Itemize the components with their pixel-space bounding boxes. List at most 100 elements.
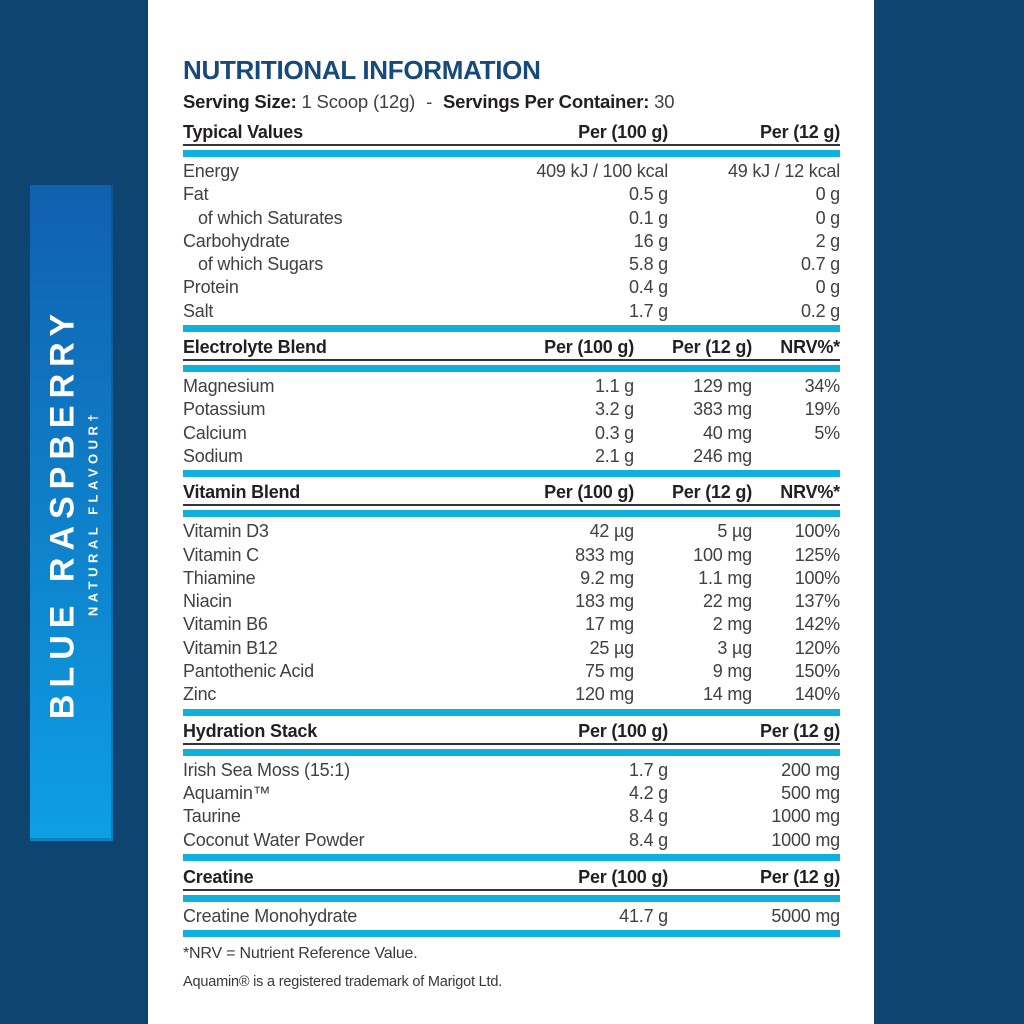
- row-value-2: 1000 mg: [771, 829, 840, 850]
- row-value-1: 0.4 g: [628, 277, 668, 298]
- row-value-3: 137%: [794, 591, 840, 612]
- row-value-3: 100%: [794, 521, 840, 542]
- section-rows: Magnesium 1.1 g 129 mg 34% Potassium 3.2 g 383…: [183, 375, 840, 468]
- nrv-footnote: *NRV = Nutrient Reference Value.: [183, 945, 418, 963]
- row-value-3: 19%: [804, 399, 841, 420]
- row-value-1: 17 mg: [584, 614, 634, 635]
- row-value-1: 120 mg: [575, 684, 634, 705]
- row-value-2: 3 µg: [717, 637, 752, 658]
- header-cyan-rule: [183, 510, 840, 518]
- row-label: Taurine: [183, 806, 241, 827]
- row-label: Vitamin D3: [183, 521, 269, 542]
- row-value-1: 3.2 g: [594, 399, 634, 420]
- serving-size-label: Serving Size:: [183, 91, 297, 112]
- section-header-row: Typical Values Per (100 g) Per (12 g): [183, 122, 840, 142]
- section-header-row: Vitamin Blend Per (100 g) Per (12 g) NRV%*: [183, 482, 840, 502]
- table-row: Irish Sea Moss (15:1) 1.7 g 200 mg: [183, 759, 840, 782]
- row-label: Protein: [183, 277, 239, 298]
- row-value-2: 200 mg: [781, 759, 840, 780]
- section-header-row: Creatine Per (100 g) Per (12 g): [183, 867, 840, 887]
- table-row: Protein 0.4 g 0 g: [183, 276, 840, 299]
- row-label: Vitamin B6: [183, 614, 268, 635]
- row-value-1: 4.2 g: [628, 782, 668, 803]
- column-header-2: Per (12 g): [759, 122, 840, 142]
- header-dark-rule: [183, 504, 840, 507]
- row-label: Vitamin C: [183, 544, 259, 565]
- row-value-2: 2 g: [815, 230, 841, 251]
- row-label: Fat: [183, 184, 209, 205]
- flavour-banner-rotated-text: BLUE RASPBERRY NATURAL FLAVOUR†: [30, 185, 113, 841]
- row-value-1: 1.7 g: [628, 300, 668, 321]
- row-value-2: 246 mg: [693, 445, 752, 466]
- page-title: NUTRITIONAL INFORMATION: [183, 55, 541, 85]
- row-value-2: 40 mg: [702, 422, 752, 443]
- section-closing-rule: [183, 853, 840, 861]
- table-row: Vitamin D3 42 µg 5 µg 100%: [183, 520, 840, 543]
- row-value-2: 0 g: [815, 184, 841, 205]
- flavour-name: BLUE RASPBERRY: [42, 306, 81, 720]
- row-value-1: 42 µg: [589, 521, 635, 542]
- row-value-2: 0 g: [815, 207, 841, 228]
- row-value-2: 5000 mg: [771, 905, 840, 926]
- table-row: Calcium 0.3 g 40 mg 5%: [183, 422, 840, 445]
- table-row: Fat 0.5 g 0 g: [183, 183, 840, 206]
- servings-per-container-label: Servings Per Container:: [443, 91, 650, 112]
- header-dark-rule: [183, 742, 840, 745]
- column-header-3: NRV%*: [780, 482, 840, 503]
- header-dark-rule: [183, 888, 840, 891]
- table-row: Niacin 183 mg 22 mg 137%: [183, 590, 840, 613]
- column-header-3: NRV%*: [780, 337, 840, 358]
- header-cyan-rule: [183, 894, 840, 902]
- row-value-2: 100 mg: [693, 544, 752, 565]
- row-value-1: 41.7 g: [619, 905, 668, 926]
- section-header-label: Typical Values: [183, 122, 303, 142]
- row-value-1: 16 g: [633, 230, 668, 251]
- column-header-2: Per (12 g): [671, 482, 752, 503]
- nutrition-sections: Typical Values Per (100 g) Per (12 g) Energ…: [183, 122, 841, 938]
- row-value-2: 14 mg: [702, 684, 752, 705]
- servings-per-container-value: 30: [654, 91, 675, 112]
- row-value-1: 9.2 mg: [580, 567, 634, 588]
- row-value-2: 22 mg: [702, 591, 752, 612]
- table-row: of which Sugars 5.8 g 0.7 g: [183, 253, 840, 276]
- row-label: Calcium: [183, 422, 247, 443]
- header-dark-rule: [183, 359, 840, 362]
- flavour-banner: BLUE RASPBERRY NATURAL FLAVOUR†: [30, 185, 113, 841]
- row-label: Niacin: [183, 591, 232, 612]
- table-row: Pantothenic Acid 75 mg 9 mg 150%: [183, 660, 840, 683]
- section-vitamin-blend: Vitamin Blend Per (100 g) Per (12 g) NRV%* V…: [183, 482, 840, 716]
- row-label: Energy: [183, 161, 239, 181]
- header-dark-rule: [183, 144, 840, 146]
- section-electrolyte-blend: Electrolyte Blend Per (100 g) Per (12 g) NR…: [183, 337, 840, 478]
- table-row: Carbohydrate 16 g 2 g: [183, 230, 840, 253]
- row-label: of which Sugars: [198, 254, 324, 275]
- row-value-1: 2.1 g: [594, 445, 634, 466]
- row-label: Potassium: [183, 399, 266, 420]
- section-closing-rule: [183, 930, 840, 938]
- row-value-3: 125%: [794, 544, 840, 565]
- row-value-3: 5%: [814, 422, 840, 443]
- trademark-footnote: Aquamin® is a registered trademark of Ma…: [183, 974, 503, 991]
- row-label: Pantothenic Acid: [183, 661, 314, 682]
- row-label: Vitamin B12: [183, 637, 278, 658]
- section-header-label: Hydration Stack: [183, 720, 318, 741]
- header-cyan-rule: [183, 365, 840, 373]
- row-value-2: 9 mg: [712, 661, 752, 682]
- row-value-1: 25 µg: [589, 637, 635, 658]
- section-header-row: Hydration Stack Per (100 g) Per (12 g): [183, 721, 840, 741]
- serving-size-value: 1 Scoop (12g): [301, 91, 416, 112]
- table-row: Magnesium 1.1 g 129 mg 34%: [183, 375, 840, 398]
- row-label: Carbohydrate: [183, 230, 290, 251]
- row-value-1: 75 mg: [584, 661, 634, 682]
- section-rows: Vitamin D3 42 µg 5 µg 100% Vitamin C 833 mg 10…: [183, 520, 840, 706]
- row-value-3: 120%: [794, 637, 840, 658]
- row-label: Creatine Monohydrate: [183, 905, 358, 926]
- column-header-1: Per (100 g): [578, 122, 668, 142]
- section-rows: Irish Sea Moss (15:1) 1.7 g 200 mg Aquamin™…: [183, 759, 840, 852]
- row-value-1: 1.1 g: [594, 376, 634, 397]
- row-value-2: 383 mg: [693, 399, 752, 420]
- nutrition-panel: NUTRITIONAL INFORMATION Serving Size: 1 …: [183, 0, 840, 991]
- table-row: Sodium 2.1 g 246 mg: [183, 445, 840, 468]
- row-label: Irish Sea Moss (15:1): [183, 759, 350, 780]
- row-label: Salt: [183, 300, 214, 321]
